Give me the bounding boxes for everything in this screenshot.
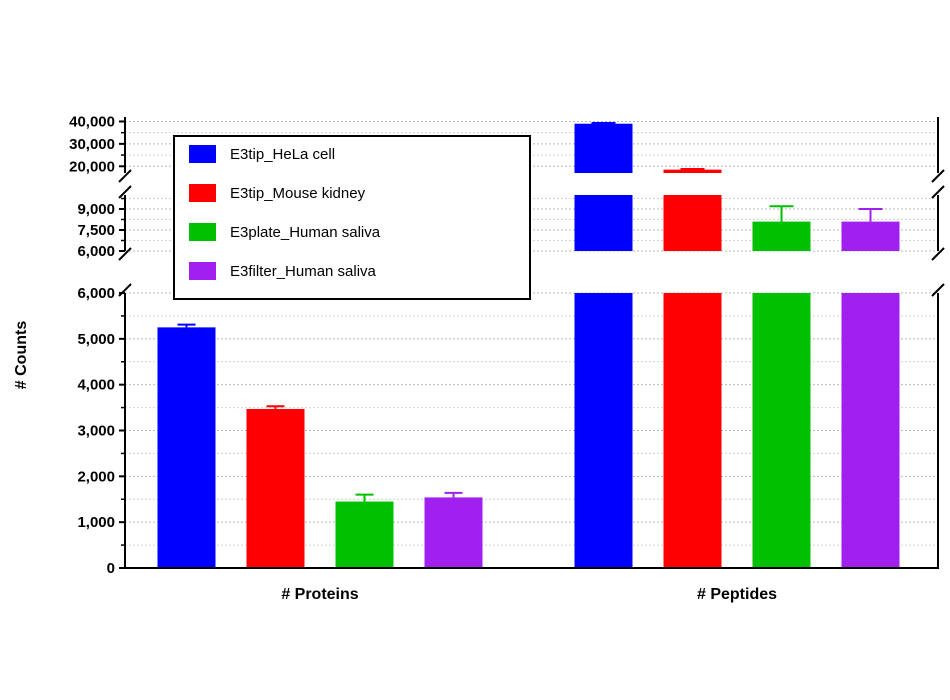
y-tick-label: 7,500 (77, 222, 115, 239)
bar (424, 497, 483, 568)
y-tick-label: 1,000 (77, 514, 115, 531)
y-tick-label: 4,000 (77, 377, 115, 394)
x-category-label: # Peptides (697, 586, 777, 603)
y-tick-label: 0 (107, 560, 115, 577)
legend-box (173, 135, 531, 300)
bar (574, 195, 633, 251)
y-tick-label: 5,000 (77, 331, 115, 348)
legend-label: E3tip_HeLa cell (230, 146, 335, 163)
axis-break-mark (931, 247, 945, 261)
legend-swatch (189, 262, 216, 280)
y-tick-label: 6,000 (77, 285, 115, 302)
axis-break-mark (118, 169, 132, 183)
bars-layer (157, 122, 900, 568)
bar (574, 293, 633, 568)
axis-break-mark (931, 169, 945, 183)
legend-label: E3tip_Mouse kidney (230, 185, 366, 202)
bar (246, 408, 305, 568)
axes-layer: 0 1,000 2,000 3,000 4,000 5,000 6,000 6,000 7,50… (69, 113, 945, 603)
bar (841, 221, 900, 251)
y-tick-label: 40,000 (69, 113, 115, 130)
x-category-label: # Proteins (281, 586, 358, 603)
legend-swatch (189, 145, 216, 163)
bar (157, 327, 216, 568)
bar (574, 123, 633, 173)
axis-break-mark (931, 185, 945, 199)
bar (335, 501, 394, 568)
bar (663, 169, 722, 173)
y-tick-label: 20,000 (69, 158, 115, 175)
legend: E3tip_HeLa cell E3tip_Mouse kidney E3plate… (173, 135, 531, 300)
bar (663, 293, 722, 568)
bar (752, 221, 811, 251)
legend-label: E3plate_Human saliva (230, 224, 381, 241)
axis-break-mark (118, 247, 132, 261)
y-tick-label: 30,000 (69, 136, 115, 153)
legend-label: E3filter_Human saliva (230, 263, 377, 280)
y-tick-label: 2,000 (77, 468, 115, 485)
legend-swatch (189, 184, 216, 202)
bar (752, 293, 811, 568)
bar (663, 195, 722, 251)
legend-swatch (189, 223, 216, 241)
axis-break-mark (931, 283, 945, 297)
bar (841, 293, 900, 568)
y-axis-label: # Counts (13, 321, 30, 390)
axis-break-mark (118, 185, 132, 199)
y-tick-label: 3,000 (77, 423, 115, 440)
y-tick-label: 6,000 (77, 243, 115, 260)
y-tick-label: 9,000 (77, 201, 115, 218)
